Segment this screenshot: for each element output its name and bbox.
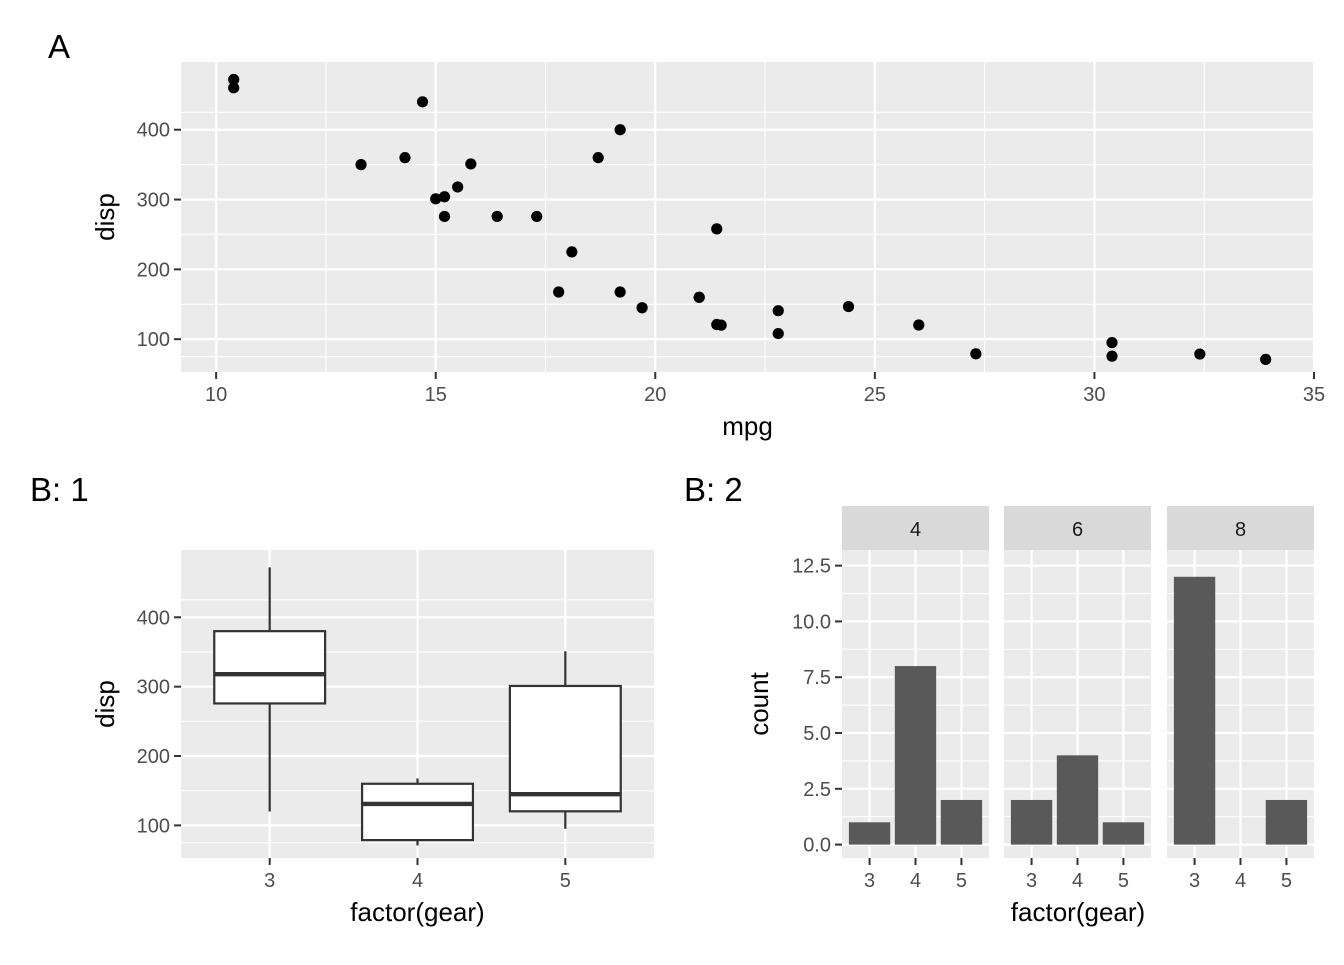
data-point: [614, 286, 626, 298]
bar: [1102, 822, 1145, 845]
facet-strip: [1004, 506, 1151, 550]
facet-strip: [1167, 506, 1314, 550]
x-tick-label: 5: [1118, 870, 1129, 892]
data-point: [1106, 350, 1118, 362]
y-tick-label: 7.5: [803, 667, 831, 689]
bar: [1010, 799, 1053, 845]
data-point: [416, 96, 429, 108]
data-point: [531, 210, 543, 223]
data-point: [970, 348, 982, 360]
data-point: [1194, 348, 1206, 360]
data-point: [592, 152, 604, 164]
data-point: [636, 302, 648, 314]
x-axis-title: mpg: [722, 411, 773, 441]
box-iqr: [213, 630, 327, 705]
y-tick-label: 0.0: [803, 835, 831, 857]
box-iqr: [508, 684, 622, 813]
data-point: [438, 210, 451, 223]
x-tick-label: 10: [205, 384, 227, 406]
y-tick-label: 400: [137, 120, 170, 142]
x-tick-label: 20: [644, 384, 666, 406]
panel-b1-tag: B: 1: [30, 471, 89, 508]
x-tick-label: 35: [1303, 384, 1325, 406]
y-tick-label: 100: [137, 815, 170, 837]
x-tick-label: 30: [1083, 384, 1105, 406]
data-point: [1260, 353, 1272, 365]
data-point: [355, 159, 367, 171]
data-point: [430, 193, 442, 205]
x-tick-label: 15: [425, 384, 447, 406]
x-tick-label: 4: [1072, 870, 1083, 892]
bar: [1173, 576, 1216, 845]
y-tick-label: 200: [137, 259, 170, 281]
data-point: [772, 327, 784, 340]
y-tick-label: 300: [137, 190, 170, 212]
y-axis-title: disp: [90, 680, 120, 728]
panel-b1-boxplot: B: 1 3 4 5 100 200 300 400 factor(gear) disp: [30, 471, 654, 927]
x-tick-label: 3: [864, 870, 875, 892]
y-tick-label: 12.5: [792, 556, 831, 578]
data-point: [465, 158, 477, 170]
panel-a-scatter: A 10 15 20 25 30 35 100 200 300 400 mpg disp: [48, 28, 1325, 441]
bar: [894, 666, 937, 845]
panel-b2-tag: B: 2: [684, 471, 743, 508]
facet-strip-label: 4: [910, 519, 921, 541]
data-point: [1106, 337, 1118, 349]
x-axis-title: factor(gear): [350, 897, 484, 927]
x-tick-label: 3: [264, 870, 275, 892]
facet-strip-label: 6: [1072, 519, 1083, 541]
data-point: [566, 246, 578, 258]
panel-a-plot-background: [181, 62, 1314, 372]
data-point: [228, 73, 240, 86]
x-tick-label: 5: [1281, 870, 1292, 892]
bar: [1265, 799, 1308, 845]
bar: [848, 822, 891, 845]
data-point: [772, 305, 784, 317]
data-point: [711, 223, 723, 235]
data-point: [452, 181, 464, 193]
data-point: [842, 300, 855, 313]
y-tick-label: 300: [137, 677, 170, 699]
y-tick-label: 5.0: [803, 723, 831, 745]
y-tick-label: 2.5: [803, 779, 831, 801]
data-point: [553, 286, 565, 298]
data-point: [399, 152, 411, 164]
x-tick-label: 4: [412, 870, 423, 892]
panel-a-tag: A: [48, 28, 70, 65]
y-axis-title: disp: [90, 193, 120, 241]
facet-strip: [842, 506, 989, 550]
y-tick-label: 10.0: [792, 611, 831, 633]
data-point: [438, 191, 451, 203]
data-point: [693, 291, 705, 303]
data-point: [228, 82, 240, 94]
x-tick-label: 25: [864, 384, 886, 406]
x-tick-label: 3: [1189, 870, 1200, 892]
x-tick-label: 4: [1235, 870, 1246, 892]
y-tick-label: 100: [137, 329, 170, 351]
y-axis-title: count: [744, 671, 774, 735]
y-tick-label: 200: [137, 746, 170, 768]
x-tick-label: 5: [560, 870, 571, 892]
facet-strip-label: 8: [1235, 519, 1246, 541]
data-point: [614, 124, 626, 136]
data-point: [491, 210, 503, 223]
bar: [1056, 755, 1099, 845]
bar: [940, 799, 983, 845]
y-tick-label: 400: [137, 607, 170, 629]
data-point: [711, 318, 723, 331]
box-iqr: [360, 782, 475, 842]
x-tick-label: 4: [910, 870, 921, 892]
panel-b2-bars: B: 2 4 3 4 5 6 3 4 5 8 3 4 5 0.0 2.5 5.0 7.5 10.0 12.5 fac…: [684, 471, 1314, 927]
x-axis-title: factor(gear): [1011, 897, 1145, 927]
data-point: [913, 319, 925, 331]
x-tick-label: 3: [1026, 870, 1037, 892]
x-tick-label: 5: [956, 870, 967, 892]
